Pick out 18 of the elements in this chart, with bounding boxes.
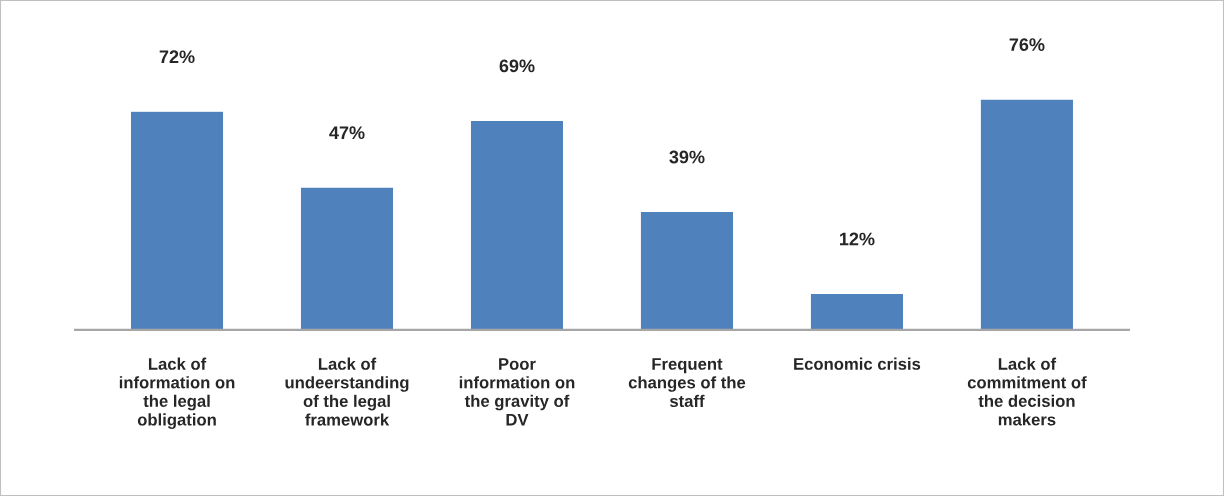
x-tick-label: Lack of undeerstanding of the legal framework: [285, 357, 409, 426]
x-tick-label: Economic crisis: [794, 357, 921, 370]
bar: [469, 119, 565, 330]
bar: [639, 210, 735, 330]
data-label: 12%: [840, 232, 875, 246]
bar: [299, 186, 395, 330]
data-label: 39%: [669, 150, 705, 164]
bar: [809, 292, 905, 330]
data-label: 72%: [159, 50, 195, 64]
x-tick-label: Lack of commitment of the decision makers: [967, 357, 1087, 426]
data-label: 47%: [329, 126, 365, 140]
x-tick-label: Poor information on the gravity of DV: [459, 358, 575, 426]
x-tick-label: Frequent changes of the staff: [628, 358, 746, 408]
bar: [129, 110, 225, 330]
data-label: 69%: [499, 59, 535, 73]
bar: [979, 98, 1075, 330]
data-label: 76%: [1009, 38, 1045, 51]
x-tick-label: Lack of information on the legal obligation: [119, 357, 235, 429]
